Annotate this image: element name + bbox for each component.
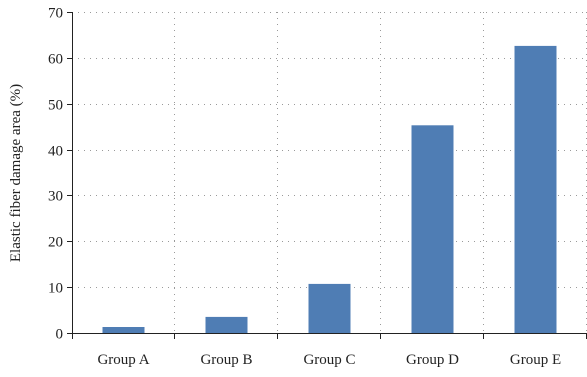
x-tick-label: Group E <box>510 352 561 368</box>
y-tick-label: 10 <box>48 281 63 297</box>
y-axis-title: Elastic fiber damage area (%) <box>8 84 24 262</box>
x-tick-label: Group A <box>97 352 149 368</box>
y-tick-label: 60 <box>48 52 63 68</box>
bar-group-a <box>102 327 145 333</box>
x-tick-label: Group C <box>303 352 355 368</box>
axis-layer: 0 10 20 30 40 50 60 70 Group A Group B Group C Grou… <box>48 6 587 368</box>
bar-group-e <box>514 45 557 334</box>
bar-group-d <box>411 125 454 333</box>
y-tick-label: 70 <box>48 6 63 22</box>
bar-group-c <box>308 283 351 333</box>
y-tick-label: 30 <box>48 189 63 205</box>
y-tick-label: 20 <box>48 235 63 251</box>
y-tick-label: 50 <box>48 98 63 114</box>
x-tick-label: Group D <box>406 352 459 368</box>
bar-layer <box>102 45 557 334</box>
y-tick-label: 0 <box>56 327 64 343</box>
bar-group-b <box>205 316 248 333</box>
x-tick-label: Group B <box>200 352 252 368</box>
y-tick-label: 40 <box>48 144 63 160</box>
